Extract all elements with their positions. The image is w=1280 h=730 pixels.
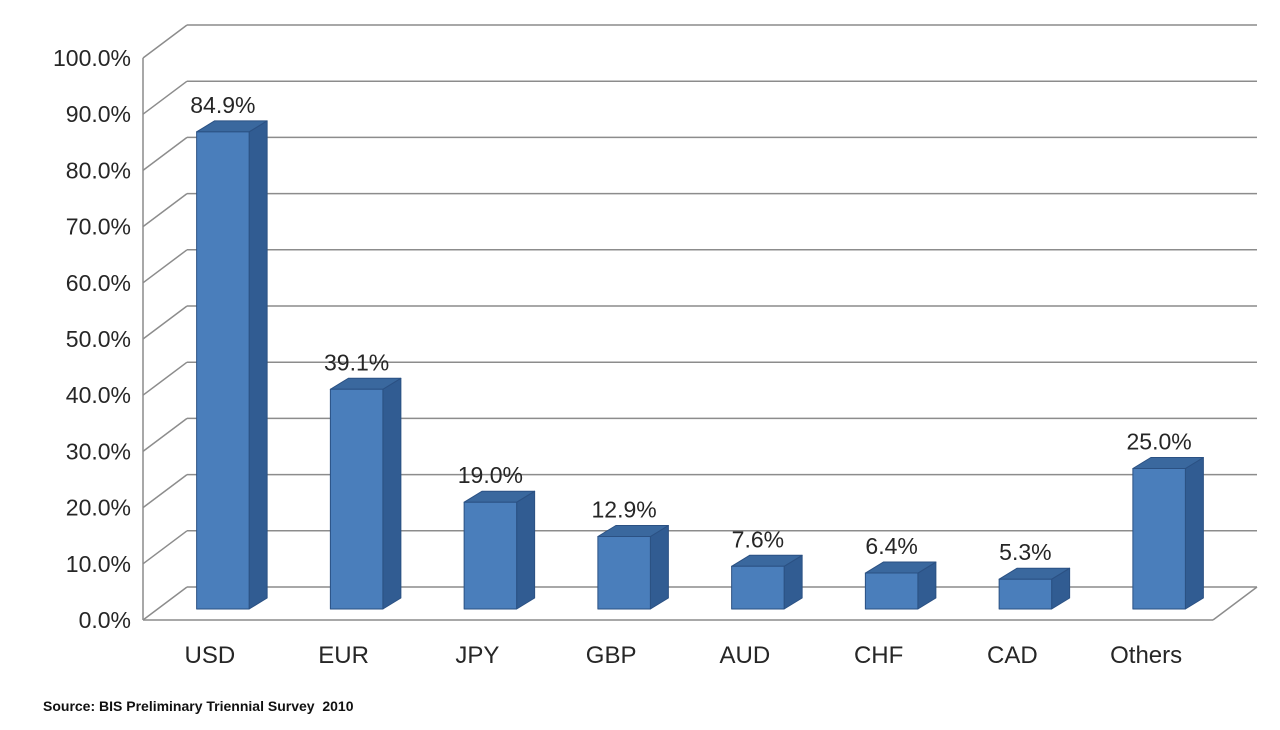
wall-depth-line-100.0% bbox=[142, 24, 188, 59]
value-label-CAD: 5.3% bbox=[999, 539, 1051, 565]
bar-Others bbox=[1132, 468, 1186, 610]
bar-CAD bbox=[998, 578, 1053, 610]
ytick-label-10.0%: 10.0% bbox=[66, 551, 131, 577]
category-label-CAD: CAD bbox=[987, 642, 1038, 669]
ytick-label-20.0%: 20.0% bbox=[66, 495, 131, 521]
category-label-JPY: JPY bbox=[455, 642, 499, 669]
currency-share-bar-chart: 84.9% USD 39.1% EUR 19.0% JPY 12.9% GBP 7.6% AUD 6… bbox=[53, 24, 1258, 669]
bar-side-Others bbox=[1184, 457, 1204, 610]
wall-depth-line-0.0% bbox=[142, 586, 188, 621]
category-label-USD: USD bbox=[185, 642, 236, 669]
wall-depth-line-70.0% bbox=[142, 193, 188, 228]
bar-USD bbox=[196, 131, 250, 610]
wall-depth-line-60.0% bbox=[142, 249, 188, 284]
bar-AUD bbox=[731, 565, 785, 610]
bar-side-EUR bbox=[382, 377, 402, 610]
value-label-EUR: 39.1% bbox=[324, 349, 389, 375]
category-label-CHF: CHF bbox=[854, 642, 903, 669]
category-label-AUD: AUD bbox=[720, 642, 771, 669]
bar-side-GBP bbox=[649, 525, 669, 610]
ytick-label-30.0%: 30.0% bbox=[66, 438, 131, 464]
ytick-label-50.0%: 50.0% bbox=[66, 326, 131, 352]
category-label-Others: Others bbox=[1110, 642, 1182, 669]
ytick-label-90.0%: 90.0% bbox=[66, 101, 131, 127]
wall-depth-line-90.0% bbox=[142, 80, 188, 115]
bar-JPY bbox=[463, 501, 518, 610]
value-label-AUD: 7.6% bbox=[732, 526, 784, 552]
wall-depth-line-30.0% bbox=[142, 417, 188, 452]
wall-depth-line-20.0% bbox=[142, 474, 188, 509]
wall-depth-line-80.0% bbox=[142, 136, 188, 171]
floor-right-depth-line bbox=[1212, 586, 1258, 621]
ytick-label-40.0%: 40.0% bbox=[66, 382, 131, 408]
wall-depth-line-10.0% bbox=[142, 530, 188, 565]
bar-GBP bbox=[597, 536, 651, 610]
wall-depth-line-40.0% bbox=[142, 361, 188, 396]
category-label-GBP: GBP bbox=[586, 642, 637, 669]
ytick-label-100.0%: 100.0% bbox=[53, 45, 131, 71]
value-label-Others: 25.0% bbox=[1127, 429, 1192, 455]
ytick-label-0.0%: 0.0% bbox=[79, 607, 131, 633]
value-label-GBP: 12.9% bbox=[592, 497, 657, 523]
value-label-USD: 84.9% bbox=[190, 92, 255, 118]
bar-CHF bbox=[864, 572, 919, 610]
bar-side-JPY bbox=[516, 490, 536, 610]
wall-depth-line-50.0% bbox=[142, 305, 188, 340]
bar-side-USD bbox=[248, 120, 268, 610]
ytick-label-80.0%: 80.0% bbox=[66, 157, 131, 183]
value-label-JPY: 19.0% bbox=[458, 462, 523, 488]
source-note: Source: BIS Preliminary Triennial Survey… bbox=[43, 698, 354, 714]
category-label-EUR: EUR bbox=[318, 642, 369, 669]
ytick-label-70.0%: 70.0% bbox=[66, 214, 131, 240]
ytick-label-60.0%: 60.0% bbox=[66, 270, 131, 296]
bar-EUR bbox=[329, 388, 384, 610]
value-label-CHF: 6.4% bbox=[865, 533, 917, 559]
